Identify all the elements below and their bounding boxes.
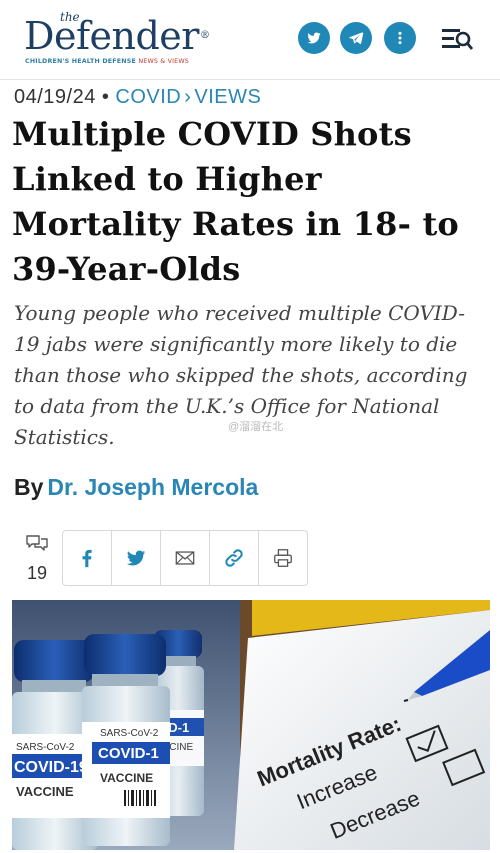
vial-type-2: VACCINE bbox=[100, 771, 153, 785]
site-logo[interactable]: the Defender® CHILDREN'S HEALTH DEFENSE … bbox=[24, 10, 224, 70]
pen bbox=[403, 630, 490, 702]
subcategory-link[interactable]: VIEWS bbox=[194, 86, 262, 108]
category-link[interactable]: COVID bbox=[115, 86, 182, 108]
logo-registered: ® bbox=[199, 30, 210, 41]
logo-the: the bbox=[60, 10, 80, 24]
share-twitter-button[interactable] bbox=[112, 531, 161, 585]
facebook-icon bbox=[82, 549, 92, 568]
vial-type-3: CCINE bbox=[162, 742, 193, 753]
article-date: 04/19/24 bbox=[14, 86, 96, 108]
vial-label-1: SARS-CoV-2 bbox=[16, 742, 75, 753]
share-email-button[interactable] bbox=[161, 531, 210, 585]
logo-tagline-blue: CHILDREN'S HEALTH DEFENSE bbox=[25, 58, 136, 65]
telegram-icon bbox=[349, 32, 364, 45]
comments-button[interactable]: 19 bbox=[20, 534, 54, 586]
telegram-button[interactable] bbox=[340, 22, 372, 54]
email-icon bbox=[175, 551, 195, 565]
hero-illustration: Mortality Rate: Increase Decrease VID-1 … bbox=[12, 600, 490, 850]
comment-icon bbox=[26, 535, 48, 551]
search-menu-icon bbox=[442, 29, 474, 50]
meta-separator: • bbox=[101, 86, 110, 108]
print-icon bbox=[274, 549, 292, 567]
watermark: @溜溜在北 bbox=[228, 421, 284, 433]
comment-count: 19 bbox=[26, 563, 48, 583]
link-icon bbox=[225, 549, 243, 567]
logo-tagline-red: NEWS & VIEWS bbox=[138, 58, 189, 65]
article-subtitle: Young people who received multiple COVID… bbox=[14, 301, 468, 449]
share-print-button[interactable] bbox=[259, 531, 307, 585]
search-menu-button[interactable] bbox=[440, 24, 474, 54]
hero-image: Mortality Rate: Increase Decrease VID-1 … bbox=[12, 600, 490, 850]
twitter-icon bbox=[307, 32, 321, 44]
more-button[interactable] bbox=[384, 22, 416, 54]
article-title: Multiple COVID Shots Linked to Higher Mo… bbox=[12, 115, 459, 288]
author-link[interactable]: Dr. Joseph Mercola bbox=[47, 474, 259, 500]
twitter-icon bbox=[126, 550, 146, 566]
vial-type-1: VACCINE bbox=[16, 784, 74, 799]
share-bar bbox=[62, 530, 308, 586]
logo-tagline: CHILDREN'S HEALTH DEFENSE NEWS & VIEWS bbox=[25, 58, 189, 65]
site-header: the Defender® CHILDREN'S HEALTH DEFENSE … bbox=[0, 0, 500, 80]
logo-wordmark: Defender® bbox=[24, 14, 210, 58]
vial-brand-2: COVID-1 bbox=[98, 745, 159, 762]
byline-prefix: By bbox=[14, 474, 44, 500]
share-facebook-button[interactable] bbox=[63, 531, 112, 585]
byline: By Dr. Joseph Mercola bbox=[14, 474, 258, 501]
article-meta: 04/19/24 • COVID › VIEWS bbox=[14, 86, 261, 109]
share-link-button[interactable] bbox=[210, 531, 259, 585]
vial-label-2: SARS-CoV-2 bbox=[100, 728, 159, 739]
logo-wordmark-text: Defender bbox=[24, 14, 199, 58]
twitter-button[interactable] bbox=[298, 22, 330, 54]
more-icon bbox=[398, 31, 402, 45]
category-separator: › bbox=[184, 86, 192, 108]
vial-brand-1: COVID-19 bbox=[14, 759, 88, 776]
